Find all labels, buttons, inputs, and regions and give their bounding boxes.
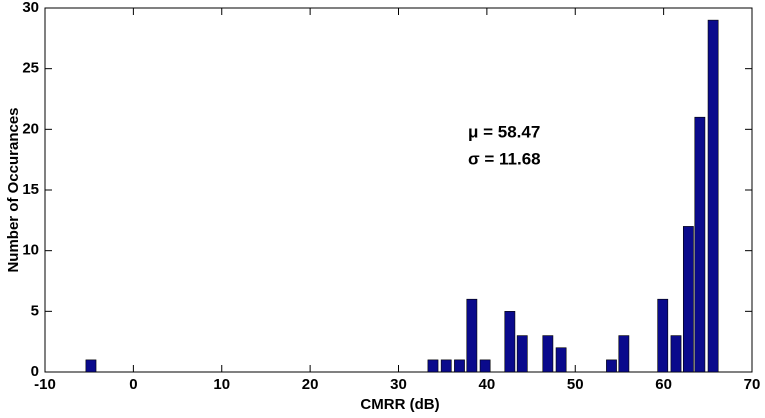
plot-frame	[44, 7, 753, 373]
bar	[466, 298, 478, 373]
bar	[657, 298, 669, 373]
y-tick-label: 25	[22, 60, 39, 77]
x-tick-label: 60	[655, 376, 672, 393]
y-tick-label: 30	[22, 0, 39, 16]
x-tick-label: 70	[744, 376, 761, 393]
x-tick-label: 30	[390, 376, 407, 393]
y-tick-label: 20	[22, 120, 39, 137]
x-tick-label: -10	[34, 376, 56, 393]
y-tick-label: 10	[22, 242, 39, 259]
bar	[454, 359, 465, 373]
bar	[427, 359, 439, 373]
bar	[542, 335, 554, 373]
x-tick-label: 20	[302, 376, 319, 393]
bar	[707, 19, 719, 373]
annotation: μ = 58.47	[468, 122, 540, 141]
bar	[618, 335, 630, 373]
bar	[440, 359, 452, 373]
bar	[479, 359, 491, 373]
bar	[504, 311, 516, 373]
bar	[516, 335, 528, 373]
bar	[694, 116, 706, 373]
bar	[555, 347, 567, 373]
bar	[85, 359, 97, 373]
y-axis-label: Number of Occurances	[5, 107, 22, 272]
annotation: σ = 11.68	[468, 149, 541, 168]
x-tick-label: 0	[129, 376, 137, 393]
bar	[670, 335, 682, 373]
y-tick-label: 15	[22, 181, 39, 198]
x-axis-label: CMRR (dB)	[360, 396, 439, 413]
bar	[606, 359, 617, 373]
x-tick-label: 40	[479, 376, 496, 393]
y-tick-label: 5	[31, 302, 39, 319]
x-tick-label: 50	[567, 376, 584, 393]
bar	[682, 226, 694, 373]
x-tick-label: 10	[213, 376, 230, 393]
y-tick-label: 0	[31, 363, 39, 380]
